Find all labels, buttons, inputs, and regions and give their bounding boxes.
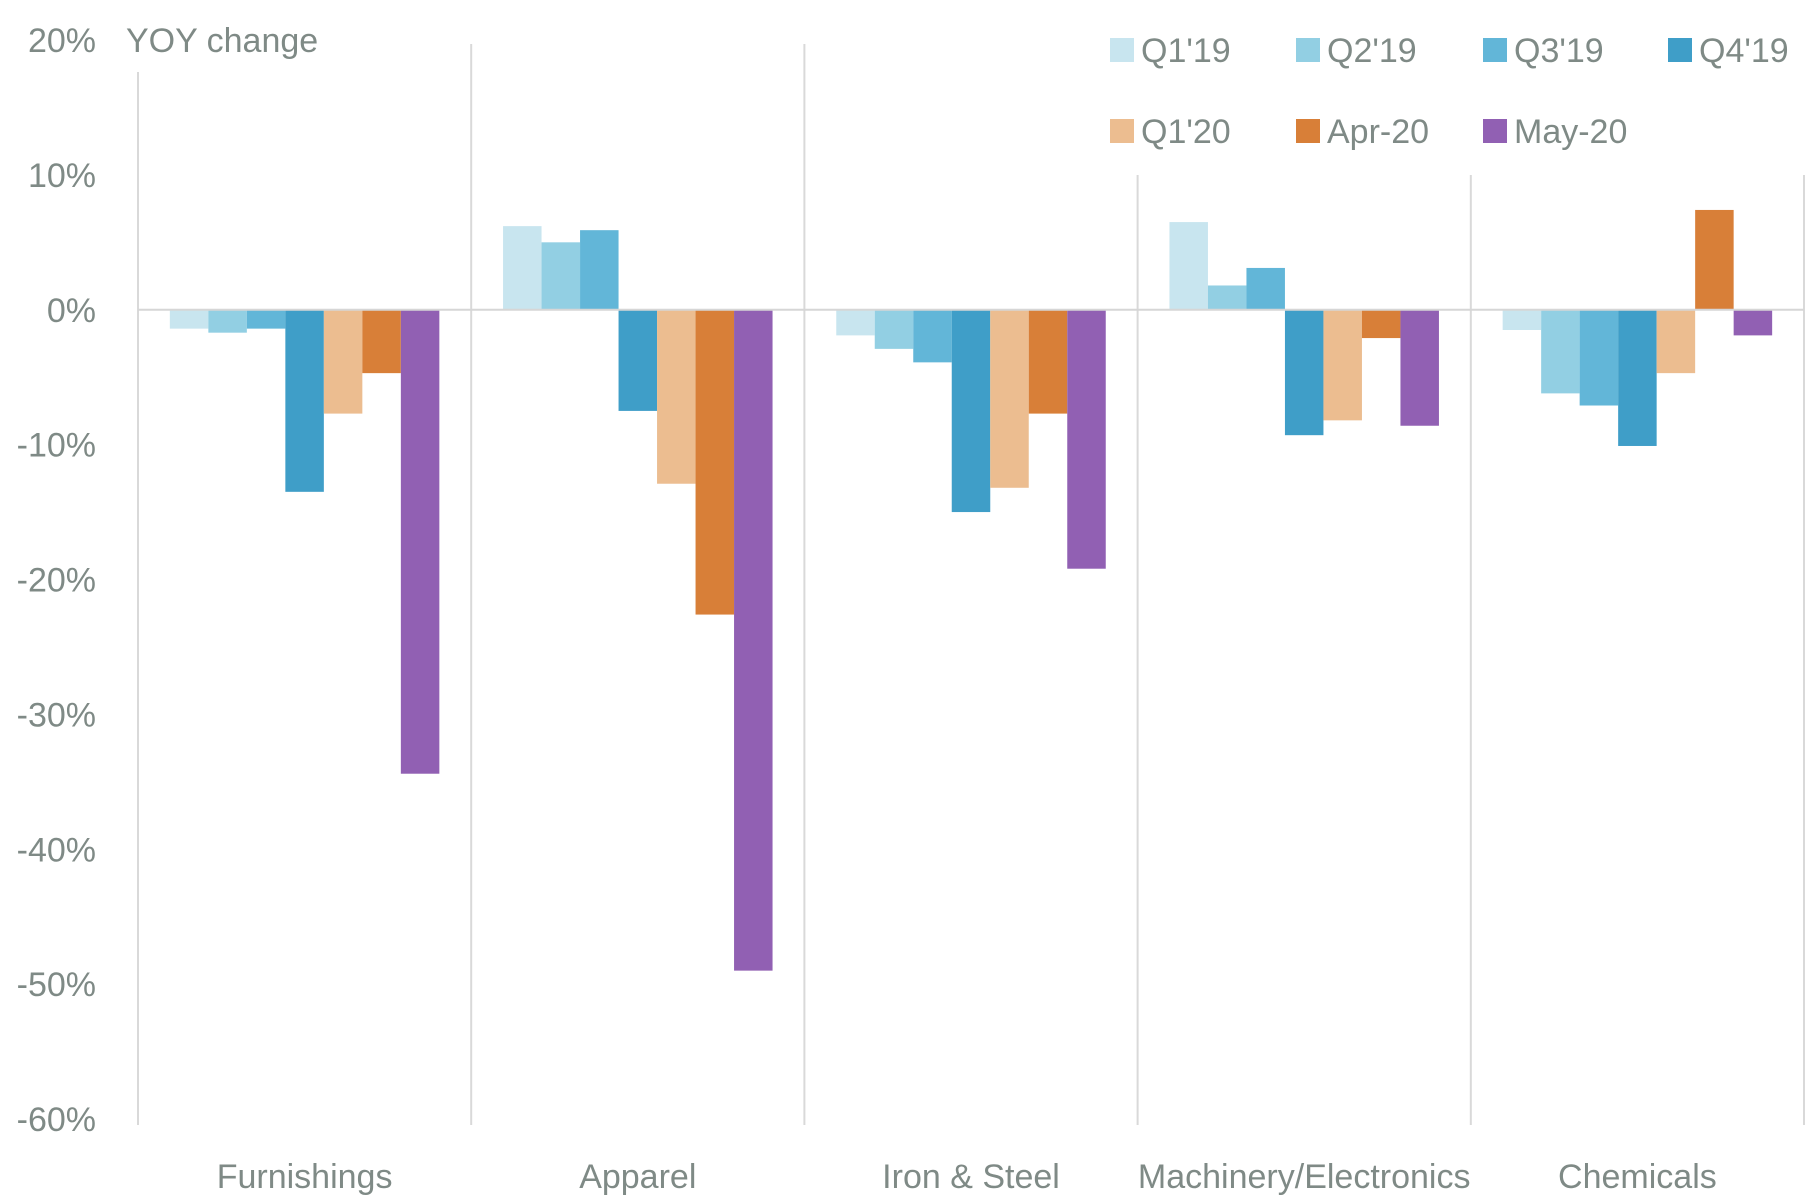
y-axis-title: YOY change: [126, 22, 318, 60]
bar: [734, 309, 773, 971]
bar: [1207, 285, 1247, 310]
bar: [323, 309, 363, 414]
category-dividers: [137, 44, 1805, 1125]
bar: [285, 309, 324, 492]
bar: [503, 226, 542, 310]
bar: [1323, 309, 1362, 421]
bar: [400, 309, 440, 774]
legend: Q1'19 Q2'19 Q3'19 Q4'19 Q1'20 Apr-20 May-20: [1110, 32, 1789, 151]
bar: [1361, 309, 1401, 339]
y-tick-label: -20%: [17, 562, 96, 600]
bar: [1067, 309, 1106, 569]
bar: [836, 309, 875, 336]
y-tick-label: 10%: [28, 157, 96, 195]
legend-label: Q4'19: [1699, 32, 1789, 70]
category-label: Iron & Steel: [882, 1158, 1060, 1196]
bar: [913, 309, 952, 363]
y-tick-label: -30%: [17, 696, 96, 734]
legend-label: Q1'19: [1141, 32, 1231, 70]
legend-label: Q3'19: [1514, 32, 1604, 70]
bar: [951, 309, 991, 513]
y-tick-label: -50%: [17, 966, 96, 1004]
bar: [169, 309, 209, 329]
y-tick-label: -40%: [17, 831, 96, 869]
category-label: Apparel: [579, 1158, 696, 1196]
legend-label: Q2'19: [1327, 32, 1417, 70]
bar: [1400, 309, 1439, 426]
bar: [874, 309, 914, 349]
bars: [169, 209, 1773, 971]
y-tick-label: 20%: [28, 22, 96, 60]
legend-swatch: [1483, 119, 1507, 143]
legend-label: May-20: [1514, 113, 1627, 151]
bar: [990, 309, 1029, 488]
bar: [362, 309, 401, 374]
category-label: Furnishings: [217, 1158, 393, 1196]
bar: [1028, 309, 1068, 414]
category-label: Machinery/Electronics: [1138, 1158, 1471, 1196]
legend-swatch: [1110, 119, 1134, 143]
bar: [1169, 222, 1208, 310]
bar: [580, 230, 619, 310]
bar: [657, 309, 696, 484]
bar: [1284, 309, 1324, 436]
bar: [1618, 309, 1657, 446]
legend-swatch: [1296, 38, 1320, 62]
bar: [1541, 309, 1580, 394]
category-label: Chemicals: [1558, 1158, 1717, 1196]
legend-swatch: [1296, 119, 1320, 143]
x-axis-categories: Furnishings Apparel Iron & Steel Machinery/…: [217, 1158, 1717, 1196]
y-axis-ticks: 20% 10% 0% -10% -20% -30% -40% -50% -60%: [17, 22, 96, 1139]
legend-swatch: [1110, 38, 1134, 62]
bar: [618, 309, 658, 411]
bar: [1656, 309, 1696, 374]
bar: [1502, 309, 1542, 330]
y-tick-label: -60%: [17, 1101, 96, 1139]
y-tick-label: -10%: [17, 427, 96, 465]
legend-swatch: [1483, 38, 1507, 62]
y-tick-label: 0%: [47, 292, 96, 330]
bar: [1695, 209, 1734, 310]
legend-swatch: [1668, 38, 1692, 62]
bar: [208, 309, 247, 333]
bar: [1246, 267, 1285, 310]
bar: [541, 242, 581, 310]
bar: [1579, 309, 1619, 406]
bar: [1733, 309, 1773, 336]
bar: [246, 309, 286, 329]
legend-label: Q1'20: [1141, 113, 1231, 151]
legend-label: Apr-20: [1327, 113, 1429, 151]
bar: [695, 309, 735, 615]
